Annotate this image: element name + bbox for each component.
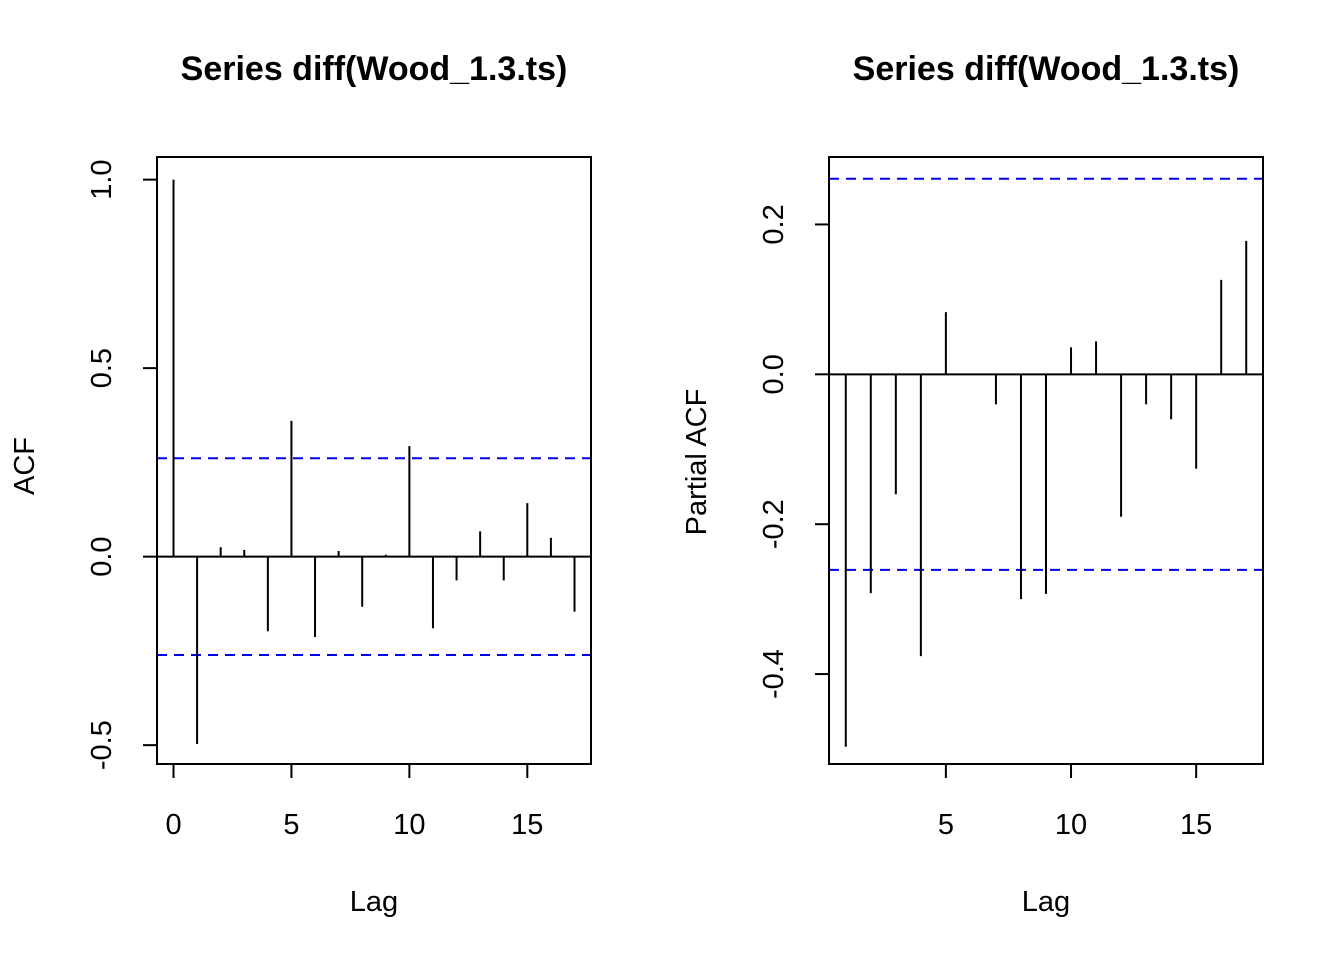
acf-x-tick-label: 0 [165, 809, 181, 841]
pacf-y-axis: -0.4 -0.2 0.0 0.2 [758, 204, 830, 699]
acf-y-axis: -0.5 0.0 0.5 1.0 [86, 159, 158, 770]
pacf-y-tick-label: -0.2 [758, 499, 790, 549]
pacf-y-tick-label: 0.0 [758, 354, 790, 394]
acf-y-tick-label: 0.5 [86, 348, 118, 388]
acf-bars [157, 179, 591, 745]
acf-x-tick-label: 5 [283, 809, 299, 841]
pacf-x-axis: 5 10 15 [938, 763, 1212, 841]
acf-y-tick-label: -0.5 [86, 720, 118, 770]
pacf-plot-frame [828, 156, 1264, 765]
acf-title: Series diff(Wood_1.3.ts) [181, 50, 568, 88]
acf-x-tick-label: 15 [511, 809, 543, 841]
acf-y-tick-label: 0.0 [86, 536, 118, 576]
pacf-x-tick-label: 10 [1055, 809, 1087, 841]
acf-ylabel: ACF [9, 437, 41, 495]
pacf-x-tick-label: 5 [938, 809, 954, 841]
acf-xlabel: Lag [350, 886, 398, 918]
acf-y-tick-label: 1.0 [86, 159, 118, 199]
acf-x-axis: 0 5 10 15 [165, 763, 543, 841]
acf-panel: Series diff(Wood_1.3.ts) Lag ACF 0 5 10 15 … [9, 50, 592, 918]
pacf-ylabel: Partial ACF [681, 389, 713, 536]
pacf-bars [829, 177, 1263, 747]
acf-x-tick-label: 10 [393, 809, 425, 841]
pacf-x-tick-label: 15 [1180, 809, 1212, 841]
pacf-y-tick-label: -0.4 [758, 649, 790, 699]
pacf-panel: Series diff(Wood_1.3.ts) Lag Partial ACF… [681, 50, 1264, 918]
pacf-y-tick-label: 0.2 [758, 204, 790, 244]
acf-plot-frame [156, 156, 592, 765]
pacf-title: Series diff(Wood_1.3.ts) [853, 50, 1240, 88]
pacf-xlabel: Lag [1022, 886, 1070, 918]
